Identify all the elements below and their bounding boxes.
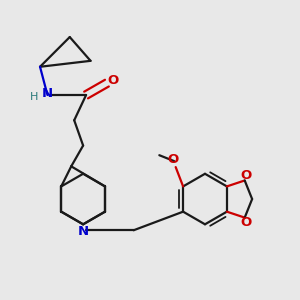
Text: O: O [241,217,252,230]
Text: N: N [41,87,52,100]
Text: N: N [78,225,89,238]
Text: O: O [167,153,178,166]
Text: O: O [108,74,119,87]
Text: H: H [30,92,38,101]
Text: O: O [241,169,252,182]
